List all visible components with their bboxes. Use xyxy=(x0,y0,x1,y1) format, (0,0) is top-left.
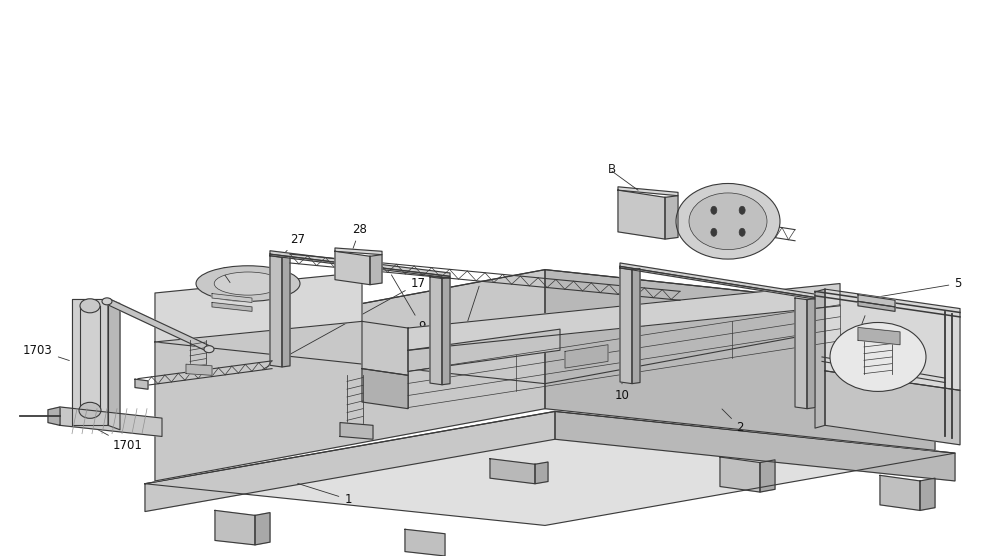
Polygon shape xyxy=(620,263,815,297)
Polygon shape xyxy=(212,294,252,302)
Polygon shape xyxy=(155,272,362,342)
Text: 1702: 1702 xyxy=(80,305,110,328)
Text: 1703: 1703 xyxy=(23,344,69,360)
Ellipse shape xyxy=(214,272,282,295)
Polygon shape xyxy=(48,407,60,425)
Ellipse shape xyxy=(80,299,100,313)
Polygon shape xyxy=(620,266,815,299)
Polygon shape xyxy=(565,345,608,368)
Polygon shape xyxy=(825,289,960,390)
Polygon shape xyxy=(405,529,445,556)
Polygon shape xyxy=(108,299,120,430)
Ellipse shape xyxy=(689,193,767,250)
Ellipse shape xyxy=(79,403,101,418)
Polygon shape xyxy=(335,248,382,255)
Text: 6: 6 xyxy=(622,307,646,330)
Ellipse shape xyxy=(204,346,214,353)
Polygon shape xyxy=(555,411,955,481)
Text: 17: 17 xyxy=(262,277,426,370)
Polygon shape xyxy=(255,513,270,545)
Polygon shape xyxy=(72,299,108,425)
Text: 18: 18 xyxy=(855,376,897,397)
Text: 27: 27 xyxy=(284,232,306,254)
Text: 9: 9 xyxy=(391,275,426,334)
Ellipse shape xyxy=(830,322,926,391)
Text: 2: 2 xyxy=(722,409,744,434)
Polygon shape xyxy=(665,196,678,239)
Polygon shape xyxy=(620,268,632,384)
Polygon shape xyxy=(545,270,935,450)
Polygon shape xyxy=(430,277,442,385)
Ellipse shape xyxy=(676,183,780,259)
Text: A: A xyxy=(864,307,872,321)
Ellipse shape xyxy=(711,229,717,236)
Text: 1701: 1701 xyxy=(92,426,143,453)
Text: 8: 8 xyxy=(221,266,229,279)
Ellipse shape xyxy=(739,229,745,236)
Polygon shape xyxy=(858,295,895,307)
Polygon shape xyxy=(920,478,935,510)
Text: 1: 1 xyxy=(298,484,352,506)
Polygon shape xyxy=(490,459,535,484)
Polygon shape xyxy=(825,371,960,445)
Text: B: B xyxy=(608,163,616,176)
Polygon shape xyxy=(270,254,450,278)
Polygon shape xyxy=(720,457,760,492)
Text: 30: 30 xyxy=(228,281,242,295)
Polygon shape xyxy=(408,284,840,350)
Polygon shape xyxy=(535,462,548,484)
Polygon shape xyxy=(408,329,560,371)
Polygon shape xyxy=(362,321,408,375)
Polygon shape xyxy=(145,411,955,525)
Polygon shape xyxy=(270,256,282,367)
Text: 5: 5 xyxy=(881,277,962,296)
Polygon shape xyxy=(215,510,255,545)
Polygon shape xyxy=(155,270,545,481)
Polygon shape xyxy=(212,302,252,311)
Polygon shape xyxy=(155,270,935,384)
Polygon shape xyxy=(60,407,162,436)
Polygon shape xyxy=(282,256,290,367)
Polygon shape xyxy=(760,460,775,492)
Polygon shape xyxy=(632,269,640,384)
Polygon shape xyxy=(442,277,450,385)
Polygon shape xyxy=(618,187,678,196)
Ellipse shape xyxy=(711,206,717,214)
Polygon shape xyxy=(270,251,450,276)
Polygon shape xyxy=(335,251,370,285)
Polygon shape xyxy=(618,190,665,239)
Polygon shape xyxy=(858,327,900,345)
Polygon shape xyxy=(795,298,807,409)
Polygon shape xyxy=(135,379,148,389)
Polygon shape xyxy=(104,299,212,351)
Ellipse shape xyxy=(196,266,300,301)
Ellipse shape xyxy=(739,206,745,214)
Ellipse shape xyxy=(102,298,112,305)
Polygon shape xyxy=(340,423,373,439)
Polygon shape xyxy=(145,411,555,512)
Polygon shape xyxy=(858,301,895,311)
Polygon shape xyxy=(880,475,920,510)
Polygon shape xyxy=(186,364,212,375)
Text: 10: 10 xyxy=(615,375,629,403)
Polygon shape xyxy=(362,369,408,409)
Polygon shape xyxy=(370,255,382,285)
Polygon shape xyxy=(815,289,825,428)
Text: 3: 3 xyxy=(456,286,479,351)
Polygon shape xyxy=(807,299,815,409)
Text: 28: 28 xyxy=(353,222,367,249)
